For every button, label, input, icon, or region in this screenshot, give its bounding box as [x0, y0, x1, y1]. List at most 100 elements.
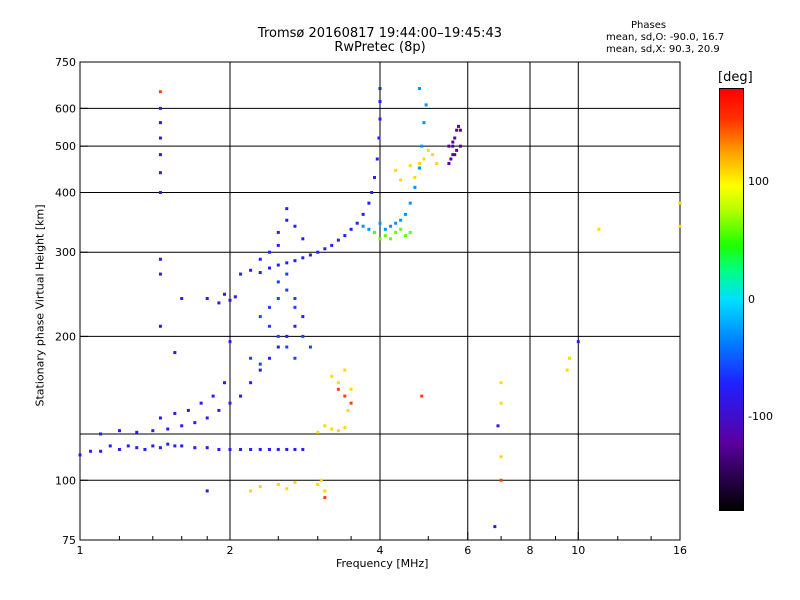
stats-o-line: mean, sd,O: -90.0, 16.7	[606, 32, 725, 43]
x-tick-label: 8	[527, 544, 534, 557]
x-axis-label: Frequency [MHz]	[336, 557, 429, 570]
data-point	[316, 430, 320, 434]
data-point	[285, 218, 289, 222]
data-point	[285, 288, 289, 292]
data-point	[117, 447, 121, 451]
data-point	[166, 442, 170, 446]
data-point	[173, 351, 177, 355]
grid	[80, 62, 680, 540]
data-point	[276, 447, 280, 451]
data-point	[394, 168, 398, 172]
data-point	[330, 427, 334, 431]
data-point	[394, 230, 398, 234]
data-point	[193, 446, 197, 450]
data-point	[158, 446, 162, 450]
data-point	[678, 224, 682, 228]
data-point	[78, 453, 82, 457]
data-point	[285, 272, 289, 276]
data-point	[258, 485, 262, 489]
data-point	[403, 234, 407, 238]
data-point	[285, 334, 289, 338]
data-point	[267, 266, 271, 270]
data-point	[99, 449, 103, 453]
data-point	[267, 356, 271, 360]
data-point	[451, 153, 455, 157]
colorbar-unit-label: [deg]	[718, 70, 753, 85]
stats-x-line: mean, sd,X: 90.3, 20.9	[606, 44, 720, 55]
y-tick-label: 75	[62, 534, 76, 547]
data-point	[276, 482, 280, 486]
data-point	[258, 271, 262, 275]
y-tick-label: 100	[55, 474, 76, 487]
axis-ticks: 1 2 4 6 8 10 16 75 100 200 300 400 500 600 750	[55, 56, 687, 557]
data-point	[285, 345, 289, 349]
data-point	[408, 230, 412, 234]
data-point	[413, 185, 417, 189]
data-point	[293, 305, 297, 309]
data-point	[158, 324, 162, 328]
data-point	[319, 478, 323, 482]
data-point	[420, 394, 424, 398]
data-point	[173, 411, 177, 415]
x-tick-label: 6	[464, 544, 471, 557]
data-point	[399, 178, 403, 182]
data-point	[258, 315, 262, 319]
data-point	[135, 446, 139, 450]
data-point	[249, 381, 253, 385]
colorbar	[719, 88, 744, 511]
data-point	[576, 340, 580, 344]
data-point	[343, 234, 347, 238]
data-point	[370, 190, 374, 194]
data-point	[413, 175, 417, 179]
data-point	[308, 253, 312, 257]
data-point	[180, 444, 184, 448]
data-point	[99, 432, 103, 436]
data-point	[239, 272, 243, 276]
data-point	[293, 447, 297, 451]
data-point	[323, 489, 327, 493]
data-point	[228, 401, 232, 405]
data-point	[217, 408, 221, 412]
data-point	[293, 480, 297, 484]
data-point	[135, 430, 139, 434]
data-point	[228, 447, 232, 451]
data-point	[349, 401, 353, 405]
data-point	[336, 387, 340, 391]
data-point	[285, 447, 289, 451]
data-point	[451, 144, 455, 148]
colorbar-tick-label: 100	[748, 175, 769, 188]
data-point	[211, 394, 215, 398]
data-point	[158, 121, 162, 125]
data-point	[276, 243, 280, 247]
data-point	[143, 447, 147, 451]
data-point	[417, 87, 421, 91]
data-points	[78, 87, 682, 529]
x-tick-label: 16	[673, 544, 687, 557]
data-point	[361, 224, 365, 228]
data-point	[239, 447, 243, 451]
data-point	[499, 455, 503, 459]
data-point	[499, 401, 503, 405]
data-point	[431, 153, 435, 157]
data-point	[205, 297, 209, 301]
data-point	[267, 324, 271, 328]
y-tick-label: 400	[55, 186, 76, 199]
data-point	[567, 356, 571, 360]
data-point	[597, 227, 601, 231]
data-point	[417, 161, 421, 165]
x-tick-label: 4	[377, 544, 384, 557]
data-point	[293, 297, 297, 301]
data-point	[301, 334, 305, 338]
data-point	[267, 250, 271, 254]
data-point	[343, 425, 347, 429]
data-point	[323, 247, 327, 251]
colorbar-tick-label: 0	[748, 292, 755, 306]
data-point	[349, 387, 353, 391]
data-point	[426, 148, 430, 152]
data-point	[451, 140, 455, 144]
data-point	[258, 368, 262, 372]
data-point	[276, 280, 280, 284]
data-point	[233, 295, 237, 299]
data-point	[336, 381, 340, 385]
data-point	[217, 301, 221, 305]
